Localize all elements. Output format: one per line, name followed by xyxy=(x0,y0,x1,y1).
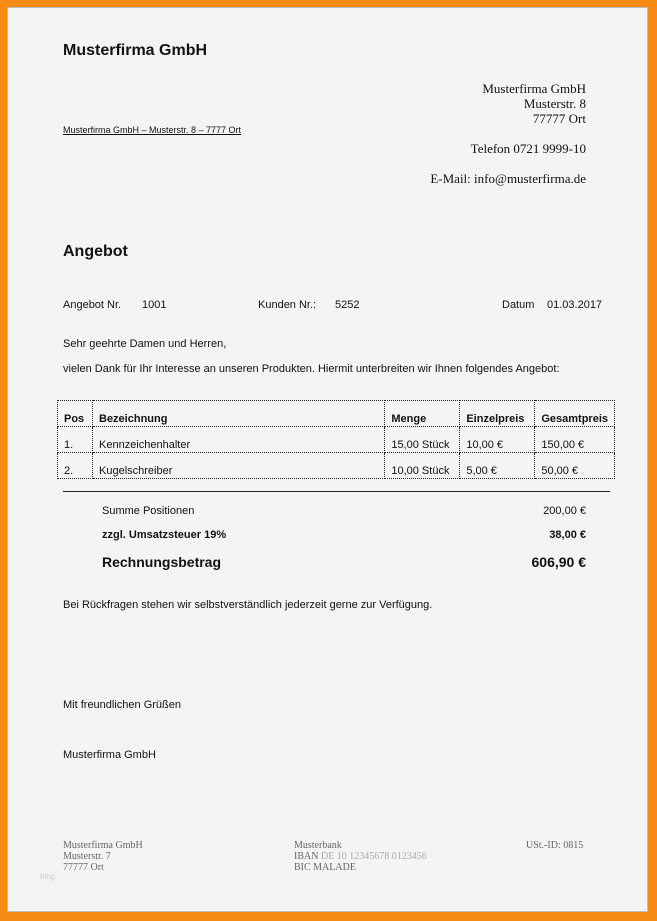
footer-company: Musterfirma GmbH Musterstr. 7 77777 Ort xyxy=(63,840,143,873)
divider xyxy=(63,491,610,492)
cell-pos: 2. xyxy=(57,452,93,479)
total-value: 606,90 € xyxy=(531,554,587,570)
cell-total-price: 150,00 € xyxy=(534,426,615,453)
watermark: blog xyxy=(40,872,56,881)
col-description: Bezeichnung xyxy=(91,400,386,427)
regards: Mit freundlichen Grüßen xyxy=(63,699,181,711)
cell-description: Kennzeichenhalter xyxy=(91,426,386,453)
footer-city: 77777 Ort xyxy=(63,862,104,873)
offer-no: 1001 xyxy=(142,299,167,311)
intro-text: vielen Dank für Ihr Interesse an unseren… xyxy=(63,363,560,375)
date: 01.03.2017 xyxy=(547,299,603,311)
sender-line: Musterfirma GmbH – Musterstr. 8 – 7777 O… xyxy=(63,125,242,135)
vat-value: 38,00 € xyxy=(549,529,586,541)
signature: Musterfirma GmbH xyxy=(63,749,156,761)
footer-iban-label: IBAN xyxy=(294,851,319,862)
vat-label: zzgl. Umsatzsteuer 19% xyxy=(102,529,227,541)
cell-pos: 1. xyxy=(57,426,93,453)
offer-no-label: Angebot Nr. xyxy=(63,299,122,311)
date-label: Datum xyxy=(502,299,535,311)
table-header-row: Pos Bezeichnung Menge Einzelpreis Gesamt… xyxy=(57,400,615,427)
address-city: 77777 Ort xyxy=(532,111,586,126)
address-phone: Telefon 0721 9999-10 xyxy=(470,141,586,156)
footer-street: Musterstr. 7 xyxy=(63,851,111,862)
col-pos: Pos xyxy=(57,400,93,427)
table-row: 1. Kennzeichenhalter 15,00 Stück 10,00 €… xyxy=(57,426,615,453)
col-total-price: Gesamtpreis xyxy=(534,400,615,427)
footer-vat-id: USt.-ID: 0815 xyxy=(526,840,584,851)
address-block: Musterfirma GmbH Musterstr. 8 77777 Ort … xyxy=(430,81,586,186)
page-title: Angebot xyxy=(63,243,128,260)
total-label: Rechnungsbetrag xyxy=(102,554,222,570)
footer-bank: Musterbank IBAN DE 10 12345678 0123456 B… xyxy=(294,840,427,873)
cell-unit-price: 5,00 € xyxy=(459,452,536,479)
cell-unit-price: 10,00 € xyxy=(459,426,536,453)
cell-total-price: 50,00 € xyxy=(534,452,615,479)
table-row: 2. Kugelschreiber 10,00 Stück 5,00 € 50,… xyxy=(57,452,615,479)
cell-quantity: 10,00 Stück xyxy=(384,452,461,479)
footer-iban: DE 10 12345678 0123456 xyxy=(320,851,427,862)
sum-value: 200,00 € xyxy=(543,505,586,517)
document-page: Musterfirma GmbH Musterfirma GmbH – Must… xyxy=(7,7,648,912)
col-quantity: Menge xyxy=(384,400,461,427)
company-name: Musterfirma GmbH xyxy=(63,42,208,59)
customer-no-label: Kunden Nr.: xyxy=(258,299,317,311)
address-street: Musterstr. 8 xyxy=(523,96,586,111)
footer-company-name: Musterfirma GmbH xyxy=(63,840,143,851)
address-email: E-Mail: info@musterfirma.de xyxy=(430,171,586,186)
closing-text: Bei Rückfragen stehen wir selbstverständ… xyxy=(63,599,433,611)
address-name: Musterfirma GmbH xyxy=(482,81,586,96)
footer-bic: BIC MALADE xyxy=(294,862,356,873)
cell-quantity: 15,00 Stück xyxy=(384,426,461,453)
cell-description: Kugelschreiber xyxy=(91,452,386,479)
footer-bank-name: Musterbank xyxy=(294,840,342,851)
items-table: Pos Bezeichnung Menge Einzelpreis Gesamt… xyxy=(57,400,615,479)
greeting: Sehr geehrte Damen und Herren, xyxy=(63,338,227,350)
col-unit-price: Einzelpreis xyxy=(459,400,536,427)
customer-no: 5252 xyxy=(335,299,360,311)
sum-label: Summe Positionen xyxy=(102,505,195,517)
